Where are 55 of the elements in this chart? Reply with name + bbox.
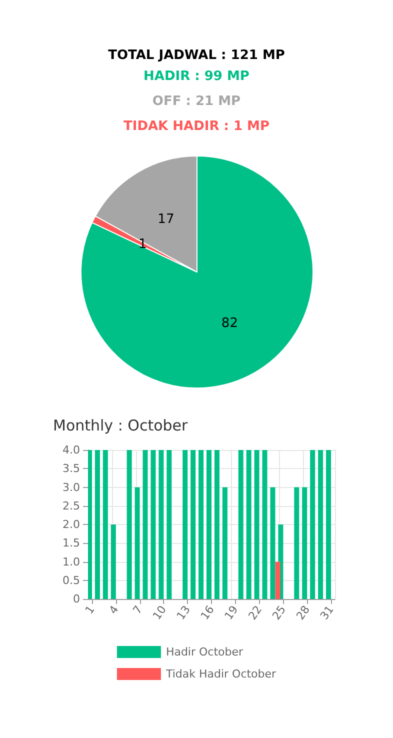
bar xyxy=(214,450,220,599)
bar xyxy=(158,450,164,599)
y-tick-label: 1.5 xyxy=(62,536,80,550)
bar xyxy=(150,450,156,599)
x-tick-label: 31 xyxy=(318,603,336,622)
x-tick-label: 10 xyxy=(150,603,170,622)
y-tick-label: 4.0 xyxy=(62,444,80,456)
bar xyxy=(190,450,196,599)
chart-title: Monthly : October xyxy=(53,416,189,434)
x-tick-label: 7 xyxy=(130,603,146,616)
bar xyxy=(310,450,316,599)
x-tick-label: 1 xyxy=(82,603,98,616)
data-label: 17 xyxy=(158,212,174,227)
x-tick-label: 25 xyxy=(270,603,289,622)
bar xyxy=(294,487,300,599)
y-tick-label: 3.0 xyxy=(62,480,80,494)
text: HADIR : 99 MP xyxy=(144,69,250,84)
bar xyxy=(94,450,100,599)
x-tick-label: 22 xyxy=(246,603,265,622)
bar xyxy=(102,450,108,599)
y-tick-label: 3.5 xyxy=(62,462,80,476)
text: TIDAK HADIR : 1 MP xyxy=(123,119,270,134)
y-tick-label: 0.5 xyxy=(62,574,80,587)
x-tick-label: 28 xyxy=(294,603,312,622)
bar xyxy=(326,450,332,599)
y-tick-label: 2.5 xyxy=(62,499,80,512)
legend-label: Hadir October xyxy=(166,646,244,658)
bar xyxy=(110,524,116,599)
y-tick-label: 0 xyxy=(73,592,80,606)
bar xyxy=(142,450,148,599)
legend-label: Tidak Hadir October xyxy=(164,668,277,680)
x-tick-label: 16 xyxy=(198,603,217,622)
bar xyxy=(134,487,140,599)
x-tick-label: 19 xyxy=(222,603,241,622)
x-tick-label: 4 xyxy=(106,603,122,616)
bar xyxy=(318,450,324,599)
y-tick-label: 2.0 xyxy=(62,518,80,531)
bar xyxy=(198,450,204,599)
bar xyxy=(166,450,172,599)
chart-title: TOTAL JADWAL : 121 MP xyxy=(108,48,285,63)
bar xyxy=(275,562,280,599)
bar xyxy=(182,450,188,599)
bar xyxy=(126,450,132,599)
data-label: 82 xyxy=(221,316,238,332)
bar xyxy=(206,450,212,599)
bar xyxy=(254,450,260,599)
bar xyxy=(238,450,244,599)
y-tick-label: 1.0 xyxy=(62,555,80,568)
bar xyxy=(262,450,268,599)
bar xyxy=(302,487,308,599)
bar xyxy=(222,487,228,599)
bar xyxy=(246,450,252,599)
x-tick-label: 13 xyxy=(174,603,193,622)
text: OFF : 21 MP xyxy=(152,94,241,109)
bar xyxy=(270,487,276,599)
